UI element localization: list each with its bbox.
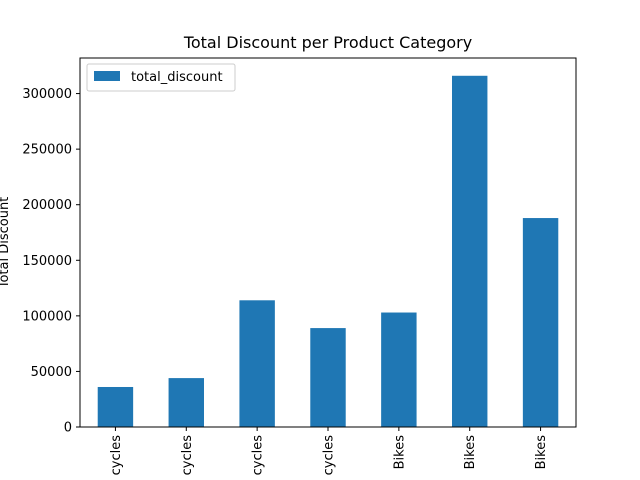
bar-4 [381, 312, 417, 427]
x-tick-label: cycles [322, 435, 337, 476]
legend-box [86, 63, 236, 92]
legend-label: total_discount [131, 70, 223, 85]
bar-1 [168, 378, 204, 427]
x-tick-label: cycles [180, 435, 195, 476]
plot-frame [79, 57, 577, 428]
x-tick-label: Bikes [392, 435, 407, 470]
bar-0 [97, 386, 134, 427]
bars-group [97, 75, 559, 427]
x-tick-label: Bikes [534, 435, 549, 470]
bar-3 [310, 328, 346, 427]
y-axis-label: Total Discount [0, 197, 12, 290]
bar-5 [452, 75, 488, 427]
y-axis-ticks: 0 50000 100000 150000 200000 250000 300000 [22, 87, 80, 436]
legend: total_discount [86, 63, 236, 92]
y-tick-label: 100000 [22, 309, 72, 324]
x-tick-label: Bikes [463, 435, 478, 470]
bar-6 [522, 218, 559, 427]
y-tick-label: 0 [64, 421, 72, 436]
y-tick-label: 300000 [22, 87, 72, 102]
legend-swatch [94, 71, 120, 81]
x-axis-ticks: cycles cycles cycles cycles Bikes Bikes Bikes [109, 427, 549, 475]
y-tick-label: 250000 [22, 143, 72, 158]
chart-title: Total Discount per Product Category [183, 33, 472, 52]
y-tick-label: 200000 [22, 198, 72, 213]
bar-2 [239, 300, 275, 427]
x-tick-label: cycles [109, 435, 124, 476]
y-tick-label: 150000 [22, 254, 72, 269]
y-tick-label: 50000 [31, 365, 72, 380]
x-tick-label: cycles [251, 435, 266, 476]
